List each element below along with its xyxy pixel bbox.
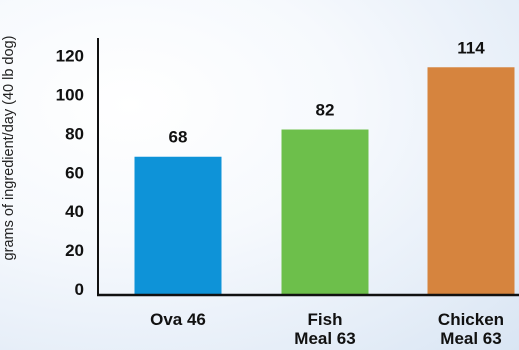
y-tick-label: 20: [65, 241, 84, 260]
y-tick-label: 120: [56, 47, 84, 66]
x-tick-label: Chicken Meal 63: [438, 310, 504, 348]
y-tick-label: 100: [56, 86, 84, 105]
bar-value-label: 82: [316, 101, 335, 120]
bar: [134, 156, 222, 295]
bars: [134, 67, 515, 296]
bar-value-label: 68: [169, 128, 188, 147]
bar: [281, 129, 369, 295]
y-tick-label: 40: [65, 202, 84, 221]
y-tick-label: 80: [65, 124, 84, 143]
x-tick-label: Ova 46: [150, 310, 206, 329]
y-tick-label: 60: [65, 163, 84, 182]
bar-value-label: 114: [457, 38, 485, 57]
x-axis-labels: Ova 46 Fish Meal 63 Chicken Meal 63: [150, 310, 504, 348]
y-axis-label: grams of ingredient/day (40 lb dog): [1, 36, 17, 261]
x-tick-label: Fish Meal 63: [294, 310, 355, 348]
value-labels: 68 82 114: [169, 38, 486, 146]
y-tick-label: 0: [75, 280, 84, 299]
y-axis-ticks: 0 20 40 60 80 100 120: [56, 47, 84, 299]
bar: [427, 67, 515, 296]
